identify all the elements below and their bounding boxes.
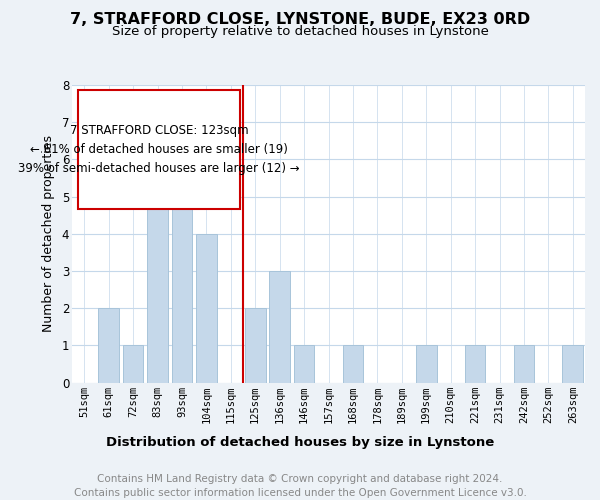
Bar	[343, 346, 364, 383]
Bar	[464, 346, 485, 383]
Bar	[196, 234, 217, 382]
Text: Distribution of detached houses by size in Lynstone: Distribution of detached houses by size …	[106, 436, 494, 449]
Text: Size of property relative to detached houses in Lynstone: Size of property relative to detached ho…	[112, 25, 488, 38]
Bar	[293, 346, 314, 383]
Text: 7, STRAFFORD CLOSE, LYNSTONE, BUDE, EX23 0RD: 7, STRAFFORD CLOSE, LYNSTONE, BUDE, EX23…	[70, 12, 530, 28]
Bar	[147, 160, 168, 382]
Bar	[562, 346, 583, 383]
Bar	[416, 346, 437, 383]
Bar	[98, 308, 119, 382]
Bar	[172, 122, 193, 382]
Bar	[245, 308, 266, 382]
Bar	[269, 271, 290, 382]
Text: 7 STRAFFORD CLOSE: 123sqm
← 61% of detached houses are smaller (19)
39% of semi-: 7 STRAFFORD CLOSE: 123sqm ← 61% of detac…	[18, 124, 300, 175]
Text: Contains HM Land Registry data © Crown copyright and database right 2024.
Contai: Contains HM Land Registry data © Crown c…	[74, 474, 526, 498]
Bar	[122, 346, 143, 383]
Bar	[514, 346, 535, 383]
Y-axis label: Number of detached properties: Number of detached properties	[42, 135, 55, 332]
